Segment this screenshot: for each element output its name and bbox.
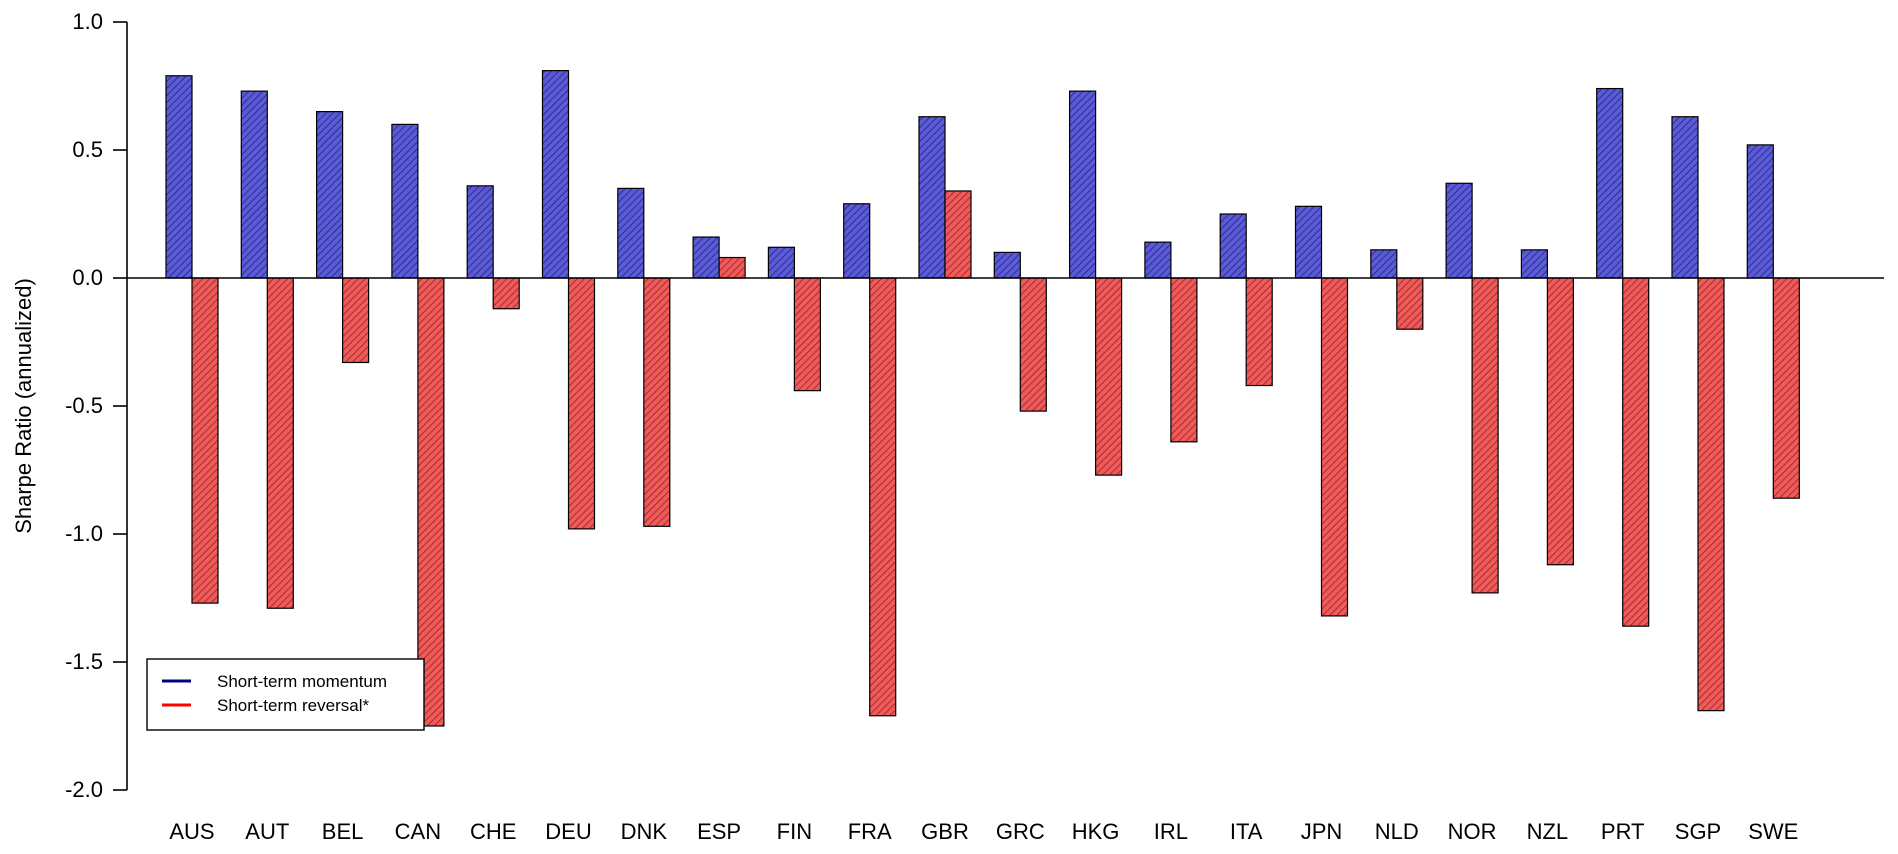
momentum-bar-ita: [1219, 213, 1247, 279]
x-tick-label: BEL: [322, 819, 364, 844]
momentum-bar-dnk: [617, 187, 645, 279]
reversal-bar-deu: [567, 277, 596, 530]
x-tick-label: AUT: [245, 819, 289, 844]
x-tick-label: HKG: [1072, 819, 1120, 844]
x-tick-label: IRL: [1154, 819, 1188, 844]
reversal-bar-fin: [793, 277, 822, 392]
x-tick-label: DNK: [621, 819, 668, 844]
reversal-bar-nor: [1471, 277, 1499, 594]
reversal-bar-ita: [1245, 277, 1273, 387]
x-tick-label: FRA: [848, 819, 892, 844]
reversal-bar-grc: [1019, 277, 1047, 412]
momentum-bar-esp: [692, 236, 720, 279]
reversal-bar-nld: [1396, 277, 1424, 330]
momentum-bar-hkg: [1068, 90, 1097, 279]
x-tick-label: JPN: [1301, 819, 1343, 844]
y-tick-label: 0.5: [72, 137, 103, 162]
x-tick-label: CHE: [470, 819, 516, 844]
momentum-bar-aut: [240, 90, 268, 279]
momentum-bar-bel: [316, 110, 344, 279]
momentum-bar-grc: [993, 251, 1021, 279]
legend: Short-term momentum Short-term reversal*: [146, 658, 425, 731]
momentum-bar-aus: [165, 75, 193, 279]
reversal-bar-gbr: [944, 190, 972, 279]
x-axis-labels: AUS AUT BEL CAN CHE DEU DNK ESP FIN FRA GBR GRC HKG I…: [169, 819, 1798, 844]
reversal-bar-esp: [718, 256, 746, 279]
x-tick-label: ITA: [1230, 819, 1263, 844]
y-tick-label: 1.0: [72, 9, 103, 34]
x-tick-label: ESP: [697, 819, 741, 844]
legend-label: Short-term reversal*: [217, 696, 369, 715]
momentum-bar-jpn: [1294, 205, 1323, 279]
momentum-bar-nor: [1445, 182, 1473, 279]
reversal-bar-hkg: [1094, 277, 1123, 476]
momentum-bar-nld: [1370, 249, 1398, 279]
reversal-bar-bel: [342, 277, 370, 364]
reversal-bar-irl: [1170, 277, 1198, 443]
momentum-bar-can: [391, 123, 419, 279]
x-tick-label: NLD: [1375, 819, 1419, 844]
momentum-bar-fin: [767, 246, 796, 279]
reversal-bar-nzl: [1546, 277, 1575, 566]
x-tick-label: AUS: [169, 819, 214, 844]
legend-label: Short-term momentum: [217, 672, 387, 691]
y-axis: 1.0 0.5 0.0 -0.5 -1.0 -1.5 -2.0: [65, 9, 128, 802]
x-tick-label: FIN: [777, 819, 812, 844]
x-tick-label: CAN: [395, 819, 441, 844]
x-tick-label: SGP: [1675, 819, 1721, 844]
momentum-bar-gbr: [918, 116, 946, 279]
x-tick-label: DEU: [545, 819, 591, 844]
momentum-bar-nzl: [1520, 249, 1549, 279]
reversal-bar-sgp: [1697, 277, 1725, 712]
y-tick-label: -2.0: [65, 777, 103, 802]
x-tick-label: NZL: [1527, 819, 1569, 844]
momentum-bar-fra: [843, 203, 871, 279]
momentum-bar-irl: [1144, 241, 1172, 279]
momentum-bar-swe: [1746, 144, 1774, 279]
legend-box: [146, 658, 425, 731]
x-tick-label: SWE: [1748, 819, 1798, 844]
momentum-bar-sgp: [1671, 116, 1699, 279]
reversal-bar-jpn: [1320, 277, 1349, 617]
y-axis-title: Sharpe Ratio (annualized): [11, 278, 36, 534]
x-tick-label: GRC: [996, 819, 1045, 844]
x-tick-label: NOR: [1448, 819, 1497, 844]
bars: [165, 70, 1800, 727]
reversal-bar-aut: [266, 277, 294, 609]
reversal-bar-aus: [191, 277, 219, 604]
reversal-bar-fra: [869, 277, 897, 717]
reversal-bar-prt: [1622, 277, 1650, 627]
reversal-bar-che: [492, 277, 520, 310]
y-tick-label: 0.0: [72, 265, 103, 290]
reversal-bar-swe: [1772, 277, 1800, 499]
momentum-bar-prt: [1596, 87, 1624, 279]
x-tick-label: PRT: [1601, 819, 1645, 844]
y-tick-label: -0.5: [65, 393, 103, 418]
reversal-bar-dnk: [643, 277, 671, 527]
momentum-bar-che: [466, 185, 494, 279]
x-tick-label: GBR: [921, 819, 969, 844]
momentum-bar-deu: [541, 70, 570, 279]
reversal-bar-can: [417, 277, 445, 727]
y-tick-label: -1.0: [65, 521, 103, 546]
y-tick-label: -1.5: [65, 649, 103, 674]
